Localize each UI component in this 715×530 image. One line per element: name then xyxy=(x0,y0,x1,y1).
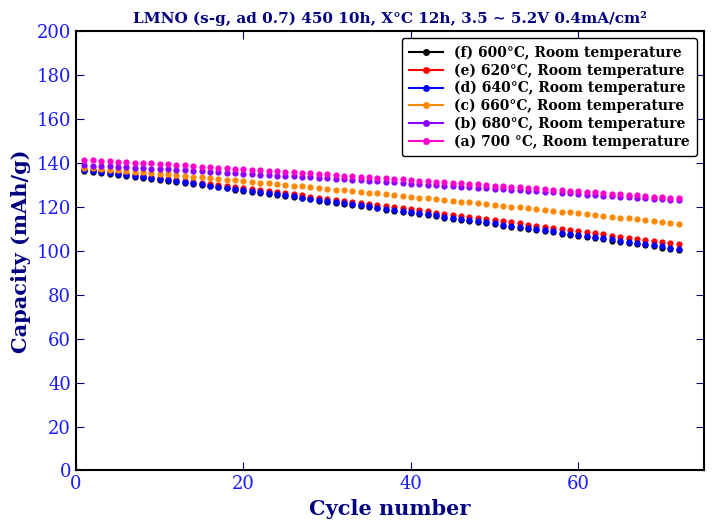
Legend: (f) 600°C, Room temperature, (e) 620°C, Room temperature, (d) 640°C, Room temper: (f) 600°C, Room temperature, (e) 620°C, … xyxy=(402,38,697,156)
(b) 680°C, Room temperature xyxy=(164,166,172,173)
(e) 620°C, Room temperature xyxy=(482,216,490,222)
(a) 700 °C, Room temperature xyxy=(674,195,683,201)
(f) 600°C, Room temperature xyxy=(164,178,172,184)
(e) 620°C, Room temperature xyxy=(457,213,465,219)
(c) 660°C, Room temperature xyxy=(415,195,423,201)
(a) 700 °C, Room temperature xyxy=(281,169,290,175)
(a) 700 °C, Room temperature xyxy=(222,165,231,171)
(f) 600°C, Room temperature xyxy=(674,246,683,253)
(e) 620°C, Room temperature xyxy=(674,241,683,248)
Y-axis label: Capacity (mAh/g): Capacity (mAh/g) xyxy=(11,149,31,352)
(a) 700 °C, Room temperature xyxy=(415,178,423,184)
Line: (f) 600°C, Room temperature: (f) 600°C, Room temperature xyxy=(82,167,682,253)
(b) 680°C, Room temperature xyxy=(281,173,290,179)
(f) 600°C, Room temperature xyxy=(482,220,490,226)
Line: (e) 620°C, Room temperature: (e) 620°C, Room temperature xyxy=(82,166,682,248)
(d) 640°C, Room temperature xyxy=(457,216,465,222)
(f) 600°C, Room temperature xyxy=(222,186,231,192)
(c) 660°C, Room temperature xyxy=(222,176,231,183)
(e) 620°C, Room temperature xyxy=(164,176,172,182)
(d) 640°C, Room temperature xyxy=(482,219,490,225)
(c) 660°C, Room temperature xyxy=(281,182,290,188)
(b) 680°C, Room temperature xyxy=(222,170,231,176)
(b) 680°C, Room temperature xyxy=(415,181,423,187)
(e) 620°C, Room temperature xyxy=(222,183,231,189)
Line: (b) 680°C, Room temperature: (b) 680°C, Room temperature xyxy=(82,162,682,204)
(c) 660°C, Room temperature xyxy=(164,171,172,178)
Title: LMNO (s-g, ad 0.7) 450 10h, X°C 12h, 3.5 ∼ 5.2V 0.4mA/cm²: LMNO (s-g, ad 0.7) 450 10h, X°C 12h, 3.5… xyxy=(133,11,647,26)
(b) 680°C, Room temperature xyxy=(80,162,89,169)
(e) 620°C, Room temperature xyxy=(281,190,290,197)
(b) 680°C, Room temperature xyxy=(482,185,490,191)
(a) 700 °C, Room temperature xyxy=(457,180,465,187)
Line: (c) 660°C, Room temperature: (c) 660°C, Room temperature xyxy=(82,165,682,227)
(c) 660°C, Room temperature xyxy=(674,220,683,227)
(a) 700 °C, Room temperature xyxy=(164,161,172,167)
(d) 640°C, Room temperature xyxy=(674,245,683,252)
(d) 640°C, Room temperature xyxy=(415,210,423,216)
(c) 660°C, Room temperature xyxy=(457,198,465,205)
(f) 600°C, Room temperature xyxy=(415,211,423,217)
(d) 640°C, Room temperature xyxy=(281,192,290,199)
(a) 700 °C, Room temperature xyxy=(482,182,490,188)
(d) 640°C, Room temperature xyxy=(222,184,231,191)
(f) 600°C, Room temperature xyxy=(80,167,89,174)
(e) 620°C, Room temperature xyxy=(80,166,89,172)
Line: (a) 700 °C, Room temperature: (a) 700 °C, Room temperature xyxy=(82,157,682,201)
(d) 640°C, Room temperature xyxy=(164,177,172,183)
(b) 680°C, Room temperature xyxy=(457,183,465,190)
(b) 680°C, Room temperature xyxy=(674,197,683,204)
Line: (d) 640°C, Room temperature: (d) 640°C, Room temperature xyxy=(82,167,682,252)
X-axis label: Cycle number: Cycle number xyxy=(310,499,470,519)
(c) 660°C, Room temperature xyxy=(482,201,490,207)
(c) 660°C, Room temperature xyxy=(80,165,89,171)
(f) 600°C, Room temperature xyxy=(281,193,290,199)
(f) 600°C, Room temperature xyxy=(457,217,465,223)
(d) 640°C, Room temperature xyxy=(80,167,89,173)
(e) 620°C, Room temperature xyxy=(415,207,423,214)
(a) 700 °C, Room temperature xyxy=(80,157,89,163)
